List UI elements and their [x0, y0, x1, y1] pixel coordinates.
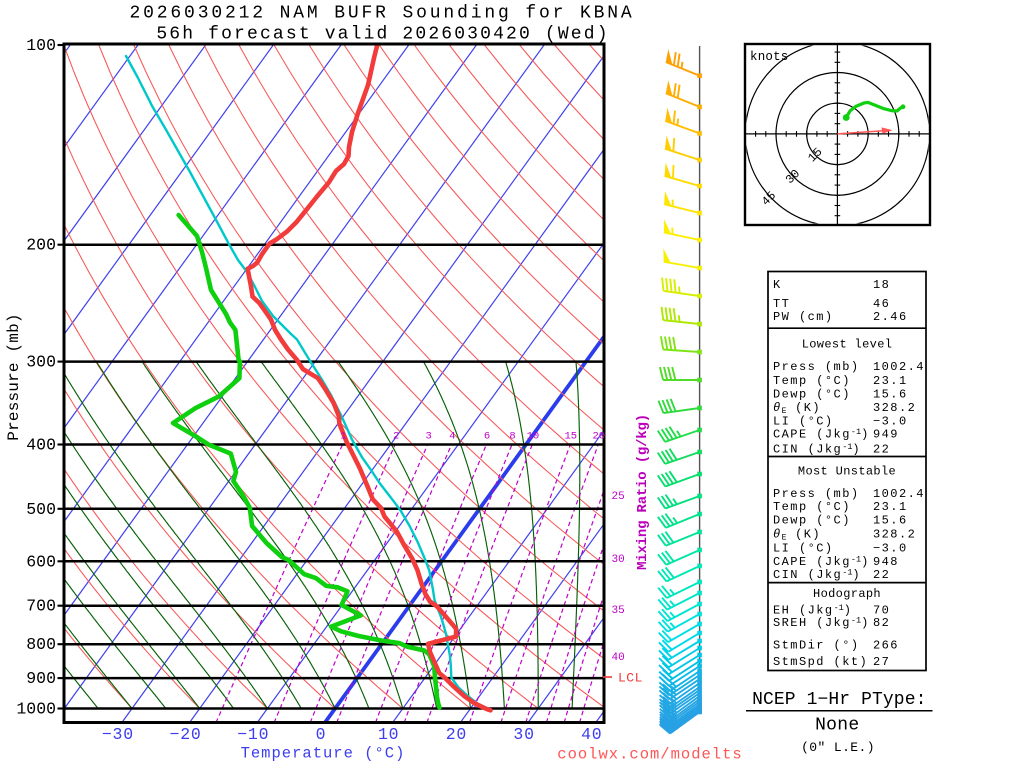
svg-text:800: 800 — [26, 635, 56, 654]
svg-text:Lowest level: Lowest level — [802, 338, 893, 352]
svg-text:PW (cm): PW (cm) — [773, 310, 834, 324]
svg-text:StmSpd (kt): StmSpd (kt) — [773, 655, 868, 669]
svg-text:15.6: 15.6 — [873, 514, 908, 528]
svg-text:20: 20 — [446, 725, 467, 744]
svg-text:NCEP 1−Hr PType:: NCEP 1−Hr PType: — [752, 690, 926, 710]
svg-text:2026030212 NAM BUFR Sounding f: 2026030212 NAM BUFR Sounding for KBNA — [129, 4, 634, 24]
svg-text:600: 600 — [26, 552, 56, 571]
svg-text:θE (K): θE (K) — [773, 528, 821, 543]
svg-text:CIN (Jkg-1): CIN (Jkg-1) — [773, 568, 860, 583]
svg-text:CAPE (Jkg-1): CAPE (Jkg-1) — [773, 427, 868, 442]
svg-text:3: 3 — [425, 431, 431, 443]
svg-text:200: 200 — [26, 236, 56, 255]
svg-text:700: 700 — [26, 597, 56, 616]
svg-text:SREH (Jkg-1): SREH (Jkg-1) — [773, 616, 868, 631]
svg-text:−3.0: −3.0 — [873, 542, 908, 556]
svg-text:Temp (°C): Temp (°C) — [773, 500, 851, 514]
svg-text:−3.0: −3.0 — [873, 415, 908, 429]
svg-text:23.1: 23.1 — [873, 500, 908, 514]
svg-text:56h forecast valid 2026030420: 56h forecast valid 2026030420 (Wed) — [156, 25, 609, 45]
svg-text:949: 949 — [873, 428, 899, 442]
svg-text:Hodograph: Hodograph — [813, 587, 881, 601]
svg-text:266: 266 — [873, 639, 899, 653]
svg-text:46: 46 — [873, 297, 890, 311]
svg-text:−30: −30 — [102, 725, 134, 744]
svg-text:None: None — [815, 716, 859, 736]
svg-text:30: 30 — [612, 554, 625, 566]
svg-text:328.2: 328.2 — [873, 401, 916, 415]
svg-text:1000: 1000 — [16, 700, 56, 719]
svg-text:35: 35 — [612, 605, 625, 617]
svg-text:K: K — [773, 278, 782, 292]
svg-text:1002.4: 1002.4 — [873, 360, 925, 374]
svg-text:22: 22 — [873, 568, 890, 582]
svg-text:CAPE (Jkg-1): CAPE (Jkg-1) — [773, 555, 868, 570]
svg-text:82: 82 — [873, 616, 890, 630]
svg-text:10: 10 — [378, 725, 399, 744]
svg-text:TT: TT — [773, 297, 790, 311]
svg-text:EH (Jkg-1): EH (Jkg-1) — [773, 603, 851, 618]
svg-text:30: 30 — [513, 725, 534, 744]
svg-text:Dewp (°C): Dewp (°C) — [773, 514, 851, 528]
svg-text:500: 500 — [26, 500, 56, 519]
svg-text:15.6: 15.6 — [873, 388, 908, 402]
svg-text:900: 900 — [26, 669, 56, 688]
svg-text:Press (mb): Press (mb) — [773, 360, 860, 374]
svg-text:Mixing Ratio (g/kg): Mixing Ratio (g/kg) — [635, 414, 651, 570]
svg-text:Dewp (°C): Dewp (°C) — [773, 388, 851, 402]
svg-text:θE (K): θE (K) — [773, 401, 821, 416]
svg-text:15: 15 — [564, 431, 577, 443]
svg-text:400: 400 — [26, 436, 56, 455]
svg-text:40: 40 — [612, 652, 625, 664]
svg-text:300: 300 — [26, 353, 56, 372]
svg-text:100: 100 — [26, 36, 56, 55]
svg-text:948: 948 — [873, 555, 899, 569]
svg-text:20: 20 — [592, 431, 605, 443]
svg-text:−10: −10 — [237, 725, 269, 744]
svg-text:LCL: LCL — [618, 671, 643, 686]
svg-text:knots: knots — [750, 50, 789, 64]
svg-text:6: 6 — [484, 431, 490, 443]
svg-text:70: 70 — [873, 604, 890, 618]
svg-text:328.2: 328.2 — [873, 528, 916, 542]
svg-text:25: 25 — [612, 491, 625, 503]
svg-text:2: 2 — [393, 431, 399, 443]
svg-text:0: 0 — [316, 725, 327, 744]
svg-text:8: 8 — [509, 431, 515, 443]
svg-text:−20: −20 — [170, 725, 202, 744]
svg-text:(0" L.E.): (0" L.E.) — [801, 740, 875, 755]
svg-text:2.46: 2.46 — [873, 310, 908, 324]
svg-text:23.1: 23.1 — [873, 374, 908, 388]
svg-text:27: 27 — [873, 655, 890, 669]
svg-text:coolwx.com/modelts: coolwx.com/modelts — [557, 746, 742, 764]
svg-text:Pressure (mb): Pressure (mb) — [5, 313, 23, 440]
svg-text:Temp (°C): Temp (°C) — [773, 374, 851, 388]
svg-text:1: 1 — [340, 431, 346, 443]
svg-text:1002.4: 1002.4 — [873, 487, 925, 501]
svg-text:18: 18 — [873, 278, 890, 292]
svg-text:Press (mb): Press (mb) — [773, 487, 860, 501]
svg-text:StmDir (°): StmDir (°) — [773, 639, 860, 653]
svg-text:4: 4 — [449, 431, 455, 443]
svg-text:Temperature (°C): Temperature (°C) — [241, 745, 406, 763]
svg-text:Most Unstable: Most Unstable — [798, 464, 896, 478]
svg-text:40: 40 — [581, 725, 602, 744]
svg-text:LI (°C): LI (°C) — [773, 542, 834, 556]
svg-text:10: 10 — [527, 431, 540, 443]
svg-text:CIN (Jkg-1): CIN (Jkg-1) — [773, 442, 860, 457]
svg-text:22: 22 — [873, 443, 890, 457]
svg-text:LI (°C): LI (°C) — [773, 415, 834, 429]
